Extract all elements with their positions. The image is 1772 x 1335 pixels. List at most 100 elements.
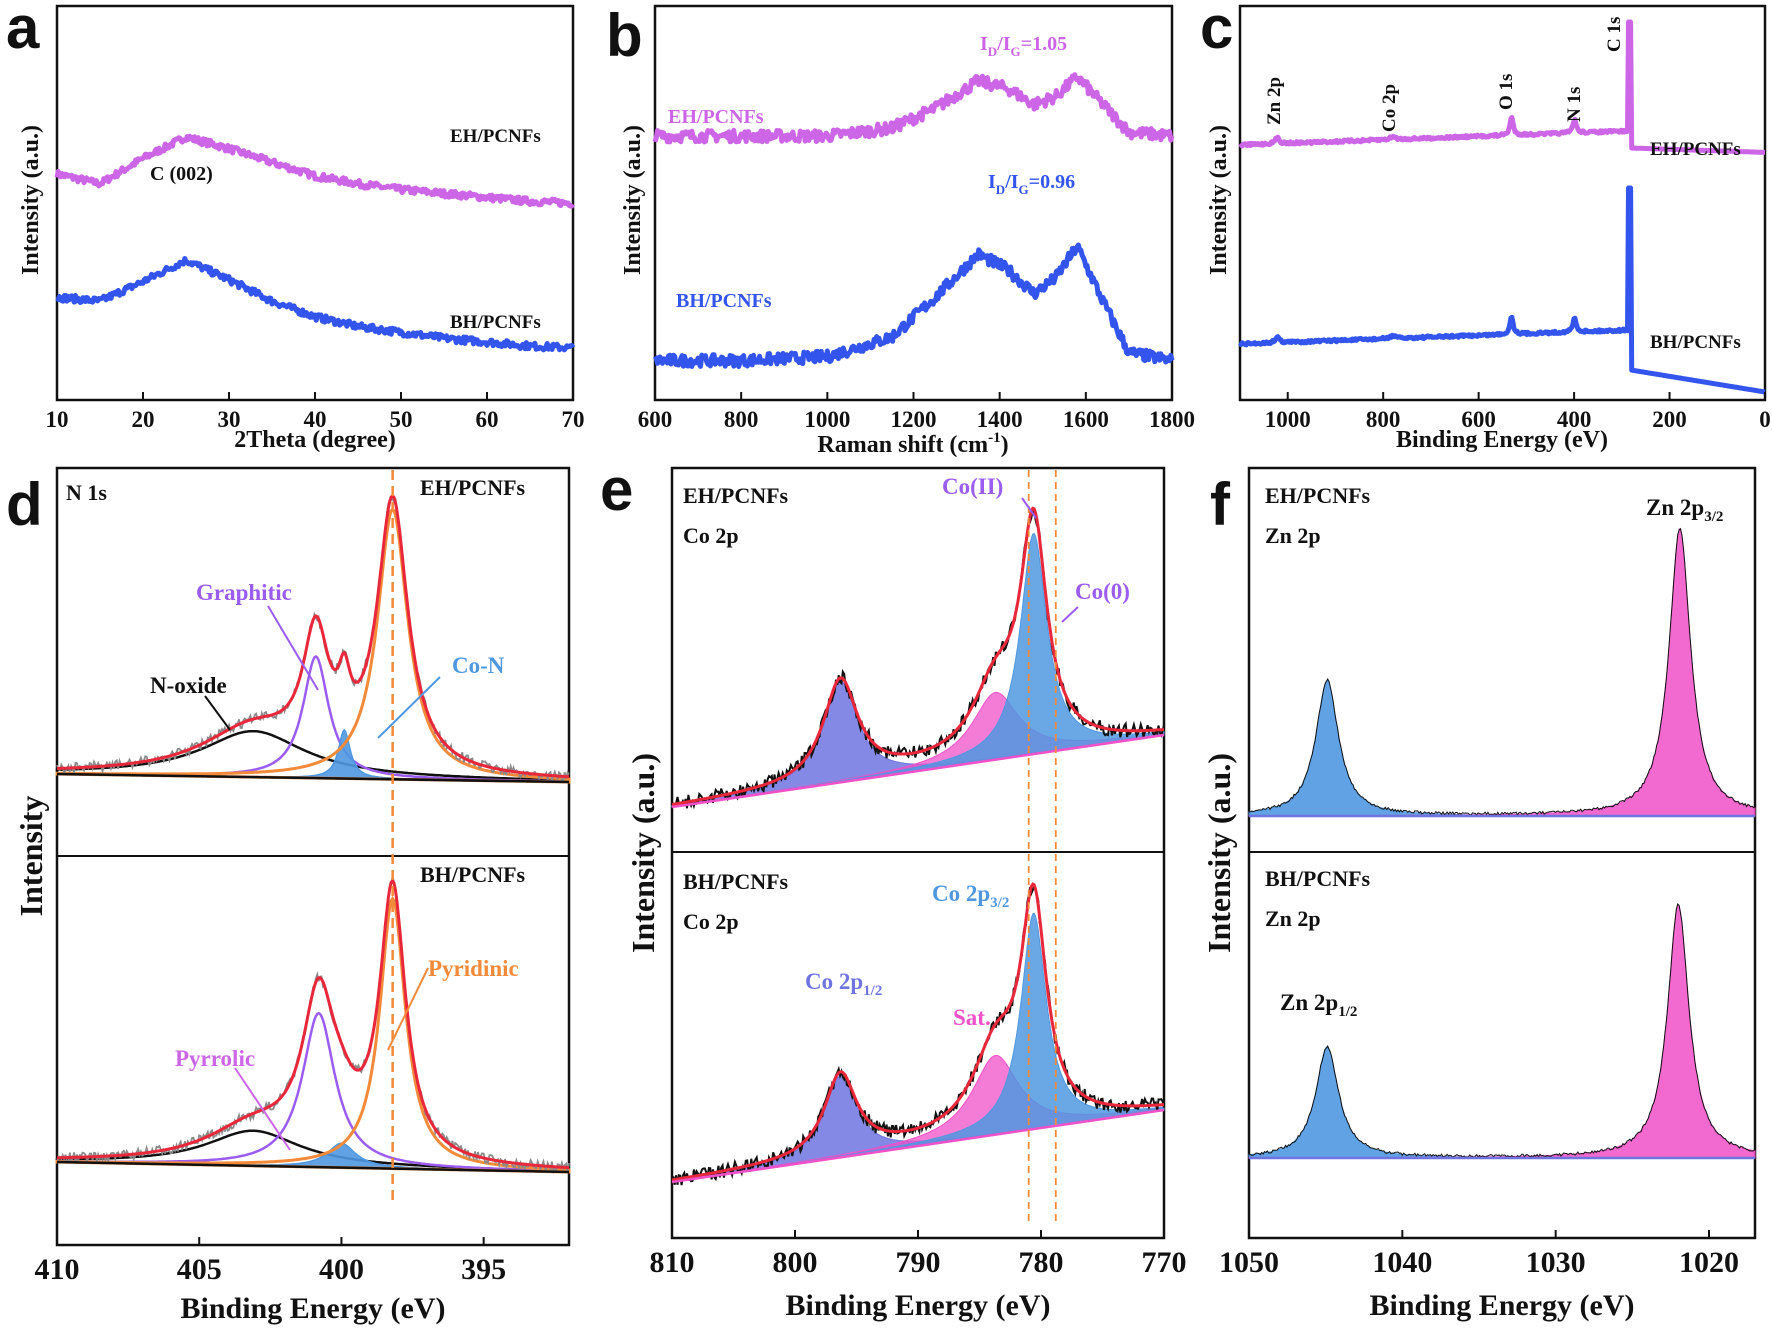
label-pyridinic: Pyridinic (428, 956, 519, 981)
ratio-label-eh: ID/IG=1.05 (980, 33, 1067, 59)
label-co-0: Co(0) (1075, 579, 1130, 604)
peak-label: Co 2p (1379, 84, 1400, 132)
y-axis-label-c: Intensity (a.u.) (1206, 125, 1232, 275)
label-zn-2p32: Zn 2p3/2 (1646, 495, 1723, 525)
survey-x-tick-label: 800 (1366, 407, 1401, 432)
survey-x-tick-label: 1000 (1265, 407, 1311, 432)
zn2p-x-tick-label: 1050 (1219, 1246, 1279, 1279)
fit-envelope-curve (56, 493, 570, 779)
fit-envelope-curve (671, 882, 1165, 1182)
panel-letter-c: c (1200, 0, 1233, 61)
survey-x-tick-label: 600 (1461, 407, 1496, 432)
fit-curves-d (55, 470, 571, 1205)
fit-baseline (56, 1160, 570, 1174)
xrd-x-tick-label: 60 (476, 407, 499, 432)
raman-x-tick-label: 1200 (891, 407, 937, 432)
co2p-x-tick-label: 800 (773, 1246, 818, 1279)
region-label-co2p-bh: Co 2p (683, 909, 739, 934)
x-ticks-a: 10 20 30 40 50 60 70 (46, 392, 585, 432)
fit-baseline (671, 1108, 1165, 1184)
panel-b: b EH/PCNFs BH/PCNFs ID/IG=1.05 ID/IG=0.9… (606, 2, 1195, 458)
raman-x-tick-label: 1800 (1149, 407, 1195, 432)
y-axis-label-e: Intensity (a.u.) (625, 753, 661, 953)
co2p-x-tick-label: 810 (650, 1246, 695, 1279)
peak-label: N 1s (1564, 87, 1585, 122)
raman-x-tick-label: 1400 (977, 407, 1023, 432)
series-label-bh-d: BH/PCNFs (420, 862, 526, 887)
fit-component-graphitic (55, 1011, 571, 1174)
series-label-eh-d: EH/PCNFs (420, 475, 526, 500)
raman-x-tick-label: 1000 (804, 407, 850, 432)
series-label-bh-b: BH/PCNFs (676, 290, 772, 312)
label-arrows-e (1021, 497, 1079, 623)
region-label-zn2p-eh: Zn 2p (1265, 523, 1321, 548)
x-axis-label-a: 2Theta (degree) (234, 427, 396, 453)
peak-labels-c: Zn 2p Co 2p O 1s N 1s C 1s (1264, 17, 1625, 132)
fit-curves-f (1248, 527, 1756, 1160)
n1s-x-tick-label: 410 (35, 1253, 80, 1286)
x-axis-label-b: Raman shift (cm-1) (817, 430, 1008, 458)
xps-survey-bh (1238, 185, 1767, 395)
raman-curve-eh (652, 72, 1175, 145)
x-axis-label-c: Binding Energy (eV) (1396, 427, 1608, 453)
peak-label: Zn 2p (1264, 77, 1285, 125)
y-axis-label-a: Intensity (a.u.) (18, 125, 44, 275)
arrow-graphitic (267, 605, 319, 691)
n1s-x-tick-label: 395 (461, 1253, 506, 1286)
xrd-x-tick-label: 20 (132, 407, 155, 432)
label-pyrrolic: Pyrrolic (175, 1046, 255, 1071)
fit-envelope-curve (671, 506, 1165, 806)
panel-letter-d: d (6, 471, 43, 538)
arrow-n-oxide (204, 695, 231, 731)
raman-x-tick-label: 1600 (1063, 407, 1109, 432)
plot-frame-b (653, 4, 1174, 402)
panel-letter-b: b (606, 2, 643, 69)
label-co-n: Co-N (452, 653, 505, 678)
label-co-2p32: Co 2p3/2 (932, 881, 1009, 911)
arrow-co-ii (1021, 497, 1037, 519)
y-axis-label-d: Intensity (13, 796, 49, 917)
fit-envelope-curve (57, 878, 570, 1170)
label-co-ii: Co(II) (942, 474, 1003, 499)
fit-curves-e (671, 470, 1165, 1225)
arrow-pyrrolic (234, 1067, 291, 1151)
arrow-pyridinic (387, 967, 429, 1051)
zn2p-x-tick-label: 1040 (1372, 1246, 1432, 1279)
x-ticks-b: 600 800 1000 1200 1400 1600 1800 (638, 392, 1195, 432)
xrd-x-tick-label: 30 (218, 407, 241, 432)
xrd-curve-eh (54, 133, 576, 209)
peak-label: C 1s (1604, 17, 1625, 52)
series-label-bh-c: BH/PCNFs (1650, 332, 1741, 353)
x-axis-label-d: Binding Energy (eV) (180, 1292, 445, 1325)
raman-curve-bh (652, 242, 1175, 369)
panel-letter-f: f (1210, 471, 1231, 538)
series-label-bh-a: BH/PCNFs (450, 312, 541, 333)
co2p-x-tick-label: 780 (1019, 1246, 1064, 1279)
series-curves-c (1238, 19, 1767, 395)
panel-c: c EH/PCNFs BH/PCNFs Zn 2p Co 2p O 1s N 1s C … (1200, 0, 1771, 453)
region-label-co2p-eh: Co 2p (683, 523, 739, 548)
series-curves-b (652, 72, 1175, 369)
raman-x-tick-label: 800 (724, 407, 759, 432)
x-axis-label-f: Binding Energy (eV) (1369, 1289, 1634, 1322)
xrd-x-tick-label: 40 (304, 407, 327, 432)
label-n-oxide: N-oxide (150, 673, 227, 698)
n1s-x-tick-label: 400 (319, 1253, 364, 1286)
arrow-co-n (377, 676, 441, 739)
fit-component-co-2p3-2 (671, 912, 1165, 1183)
label-co-2p12: Co 2p1/2 (805, 969, 882, 999)
fit-baseline (56, 772, 570, 784)
peak-label: O 1s (1496, 74, 1517, 110)
series-curves-a (54, 133, 576, 353)
series-label-eh-b: EH/PCNFs (668, 106, 764, 128)
co2p-x-tick-label: 790 (896, 1246, 941, 1279)
panel-d: d N 1s EH/PCNFs BH/PCNFs Graphitic N-oxi… (6, 466, 571, 1325)
label-sat: Sat. (953, 1005, 991, 1030)
survey-x-tick-label: 200 (1652, 407, 1687, 432)
series-label-eh-c: EH/PCNFs (1650, 139, 1741, 160)
ratio-label-bh: ID/IG=0.96 (988, 171, 1075, 197)
co2p-x-tick-label: 770 (1142, 1246, 1187, 1279)
survey-x-tick-label: 0 (1759, 407, 1771, 432)
series-label-eh-a: EH/PCNFs (450, 126, 541, 147)
panel-letter-a: a (6, 0, 40, 61)
